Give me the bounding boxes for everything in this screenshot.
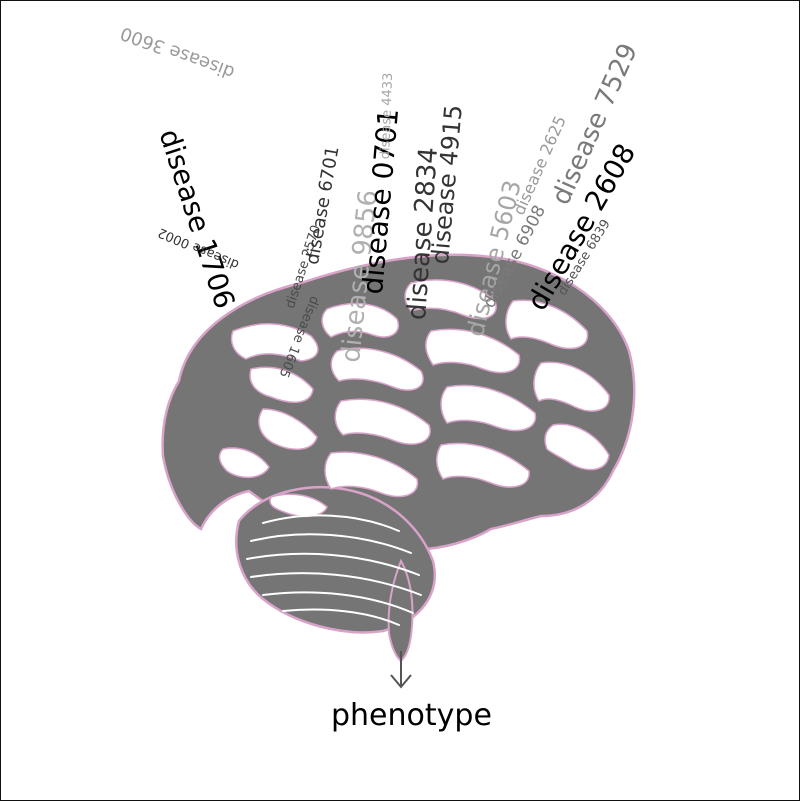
phenotype-label: phenotype — [331, 698, 492, 733]
phenotype-arrow — [390, 651, 412, 689]
brain-gyri — [218, 279, 610, 518]
label-disease-4433: disease 4433 — [378, 72, 397, 160]
cerebellum-folia — [246, 514, 422, 626]
